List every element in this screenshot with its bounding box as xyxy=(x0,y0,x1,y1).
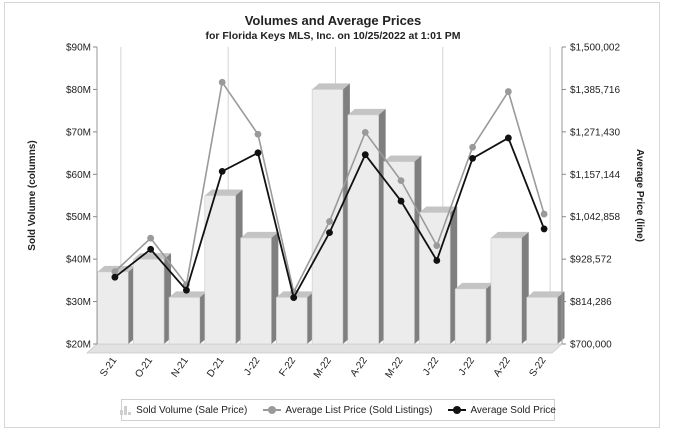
volume-bar xyxy=(311,83,350,345)
x-tick-label: O-21 xyxy=(133,355,155,380)
x-tick-label: A-22 xyxy=(349,355,370,379)
left-tick-label: $30M xyxy=(66,297,91,308)
volume-bar xyxy=(526,291,565,345)
x-tick-label: J-22 xyxy=(457,355,477,378)
right-tick-label: $928,572 xyxy=(570,255,612,266)
avg-list-price-point xyxy=(469,143,476,151)
avg-sold-price-point xyxy=(540,225,548,233)
avg-sold-price-point xyxy=(397,197,405,205)
volume-bar xyxy=(168,291,207,345)
volume-bar xyxy=(419,206,458,345)
x-tick-label: J-22 xyxy=(421,355,441,378)
left-tick-label: $70M xyxy=(66,127,91,138)
volume-bar xyxy=(383,155,422,345)
bar-chart-icon xyxy=(120,405,132,415)
avg-list-price-point xyxy=(361,128,369,136)
left-tick-label: $60M xyxy=(66,170,91,181)
right-tick-label: $1,271,430 xyxy=(570,127,620,138)
x-tick-label: N-21 xyxy=(169,355,191,379)
avg-sold-price-point xyxy=(361,151,369,159)
avg-sold-price-point xyxy=(183,286,190,294)
legend-label-sold-volume: Sold Volume (Sale Price) xyxy=(136,404,248,416)
x-tick-label: A-22 xyxy=(492,355,513,379)
chart-frame: Volumes and Average Prices for Florida K… xyxy=(4,2,660,428)
avg-list-price-point xyxy=(111,268,119,276)
avg-sold-price-point xyxy=(504,134,512,142)
x-tick-label: J-22 xyxy=(242,355,262,378)
legend-item-sold-volume: Sold Volume (Sale Price) xyxy=(120,405,247,416)
left-tick-label: $40M xyxy=(66,255,91,266)
avg-sold-price-point xyxy=(469,154,476,162)
avg-list-price-point xyxy=(504,88,512,95)
volume-bar xyxy=(204,189,243,345)
right-tick-label: $700,000 xyxy=(570,340,612,351)
right-tick-label: $1,157,144 xyxy=(570,170,620,181)
right-tick-label: $1,385,716 xyxy=(570,85,620,96)
avg-list-price-point xyxy=(254,130,262,138)
avg-list-price-point xyxy=(147,234,155,242)
x-tick-label: D-21 xyxy=(205,355,227,379)
avg-list-price-point xyxy=(397,177,405,185)
left-tick-label: $20M xyxy=(66,340,91,351)
volume-bar xyxy=(240,231,279,345)
avg-sold-price-point xyxy=(254,149,262,157)
x-tick-label: S-21 xyxy=(98,355,119,379)
avg-sold-price-point xyxy=(111,273,119,281)
chart-plot: $20M $30M $40M $50M $60M $70M $80M $90M $700,000… xyxy=(27,43,645,381)
left-tick-label: $50M xyxy=(66,212,91,223)
avg-sold-price-point xyxy=(147,245,155,253)
avg-sold-price-point xyxy=(218,167,226,175)
legend-item-avg-list-price: Average List Price (Sold Listings) xyxy=(263,405,432,416)
x-tick-label: M-22 xyxy=(312,355,334,380)
right-tick-label: $1,500,002 xyxy=(570,43,620,54)
black-line-marker-icon xyxy=(448,405,467,415)
left-axis-title: Sold Volume (columns) xyxy=(27,140,38,250)
right-axis-title: Average Price (line) xyxy=(634,149,645,242)
chart-floor xyxy=(85,343,564,354)
volume-bar xyxy=(490,231,529,345)
legend-label-avg-sold-price: Average Sold Price xyxy=(470,404,556,416)
volume-bar xyxy=(132,253,172,345)
x-tick-label: S-22 xyxy=(527,355,548,379)
right-tick-label: $814,286 xyxy=(570,297,612,308)
avg-list-price-point xyxy=(433,242,441,250)
left-tick-label: $90M xyxy=(66,43,91,54)
volume-bar xyxy=(347,108,386,345)
x-tick-label: F-22 xyxy=(277,355,298,379)
avg-sold-price-point xyxy=(290,294,298,301)
chart-subtitle: for Florida Keys MLS, Inc. on 10/25/2022… xyxy=(205,30,461,42)
legend-item-avg-sold-price: Average Sold Price xyxy=(448,404,556,416)
avg-sold-price-point xyxy=(326,229,333,237)
gray-line-marker-icon xyxy=(263,405,282,415)
volume-bar xyxy=(276,291,315,345)
avg-list-price-point xyxy=(218,78,226,86)
legend-label-avg-list-price: Average List Price (Sold Listings) xyxy=(285,404,433,416)
avg-list-price-point xyxy=(326,218,333,225)
right-tick-label: $1,042,858 xyxy=(570,212,620,223)
chart-legend: Sold Volume (Sale Price) Average List Pr… xyxy=(120,399,556,421)
chart-title: Volumes and Average Prices xyxy=(244,13,422,28)
avg-sold-price-point xyxy=(433,257,441,264)
left-tick-label: $80M xyxy=(66,85,91,96)
avg-list-price-point xyxy=(540,210,548,218)
x-tick-label: M-22 xyxy=(383,355,405,380)
volume-bar xyxy=(454,282,493,345)
